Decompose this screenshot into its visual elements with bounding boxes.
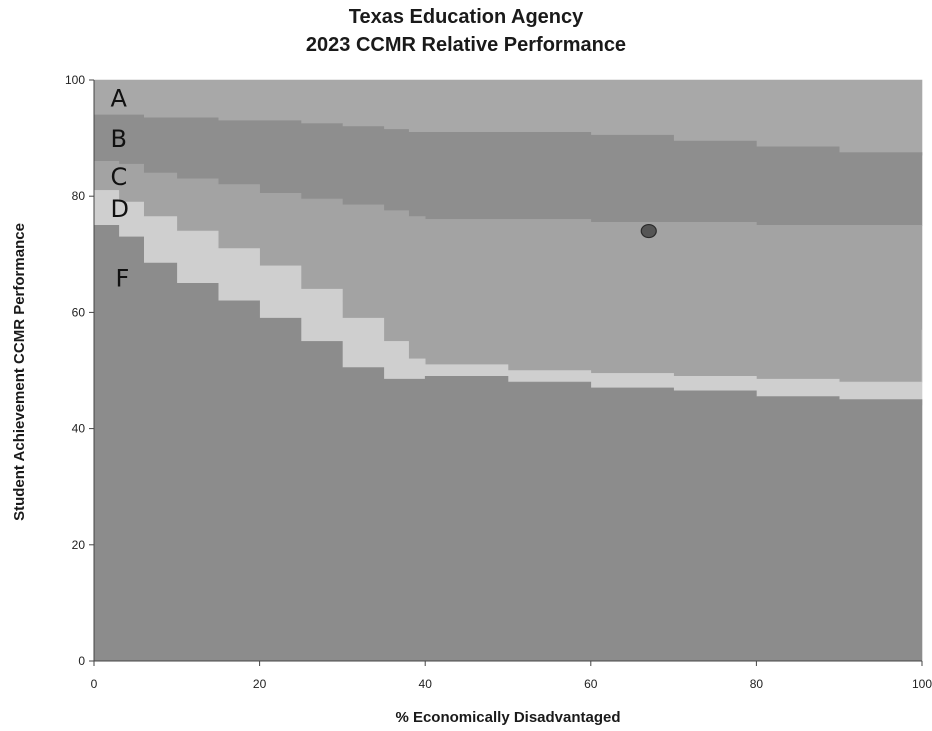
y-tick-label: 60: [72, 305, 86, 319]
y-tick-label: 20: [72, 538, 86, 552]
x-tick-label: 0: [91, 677, 98, 691]
performance-bands: [93, 79, 923, 662]
band-letter-b: B: [111, 125, 127, 153]
y-axis-label: Student Achievement CCMR Performance: [11, 223, 28, 521]
data-points: [640, 223, 657, 239]
band-letter-a: A: [111, 84, 128, 112]
band-letter-c: C: [111, 163, 128, 191]
x-tick-label: 20: [253, 677, 267, 691]
x-tick-label: 100: [912, 677, 932, 691]
x-tick-label: 60: [584, 677, 598, 691]
band-letter-d: D: [111, 195, 129, 223]
axes: [93, 80, 922, 662]
y-tick-label: 80: [72, 189, 86, 203]
band-letter-f: F: [116, 265, 130, 293]
chart-title: Texas Education Agency: [348, 6, 584, 28]
x-ticks: 0 20 40 60 80 100: [91, 661, 932, 691]
y-tick-label: 40: [72, 422, 86, 436]
x-axis-label: % Economically Disadvantaged: [395, 709, 620, 726]
x-tick-label: 40: [419, 677, 433, 691]
y-tick-label: 100: [65, 73, 85, 87]
y-tick-label: 0: [78, 654, 85, 668]
x-tick-label: 80: [750, 677, 764, 691]
band-f: [93, 225, 923, 662]
y-ticks: 0 20 40 60 80 100: [65, 73, 94, 668]
data-point: [640, 223, 657, 239]
chart-subtitle: 2023 CCMR Relative Performance: [305, 34, 627, 56]
